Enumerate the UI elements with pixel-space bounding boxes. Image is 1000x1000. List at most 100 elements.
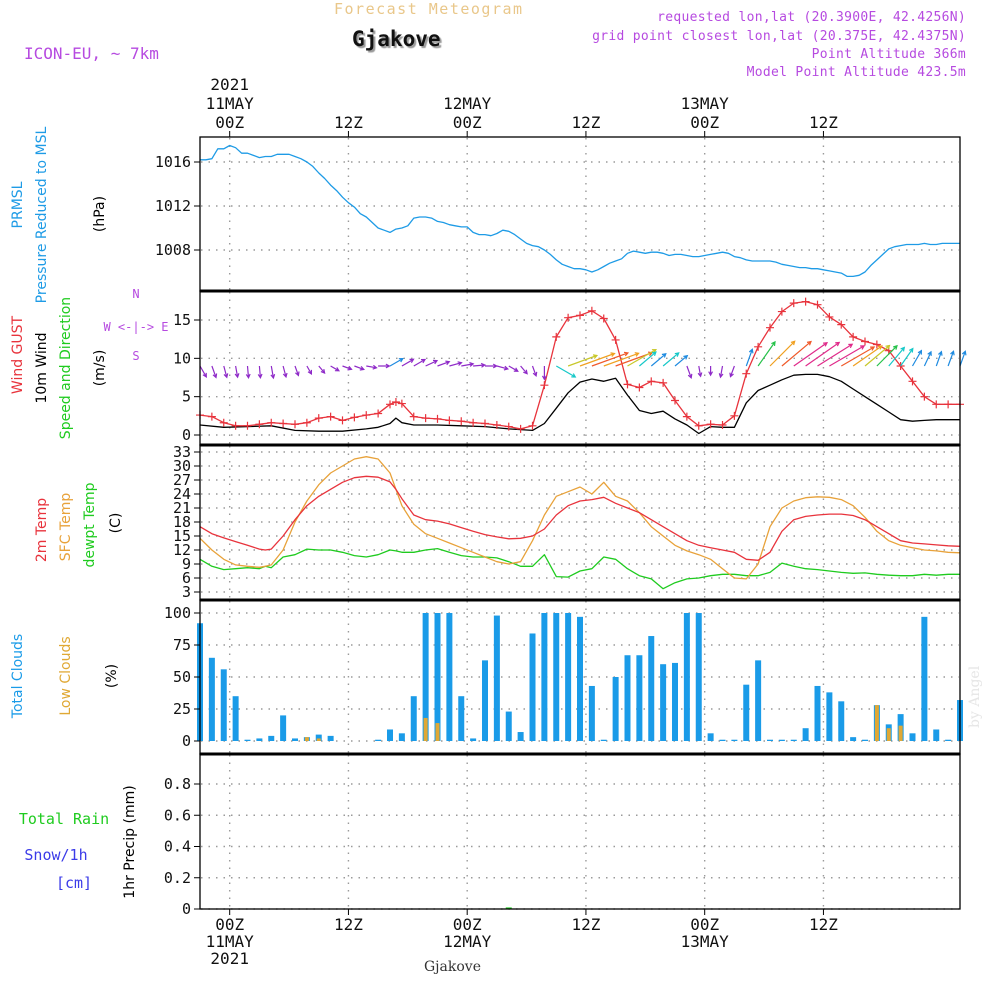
wind-arrow bbox=[330, 365, 340, 372]
wind-arrow bbox=[697, 365, 703, 378]
grid-lines bbox=[201, 138, 959, 910]
cloud-bars bbox=[197, 613, 963, 741]
gust-marker bbox=[481, 419, 489, 428]
bottom-time-label: 12MAY bbox=[443, 932, 492, 951]
gust-marker bbox=[754, 342, 763, 351]
y-tick-label: 1008 bbox=[155, 241, 191, 259]
total-clouds-bar bbox=[398, 733, 405, 741]
wind-arrow bbox=[674, 354, 689, 367]
top-time-label: 11MAY bbox=[206, 94, 255, 113]
clouds-unit: (%) bbox=[104, 664, 120, 688]
gust-marker bbox=[433, 414, 442, 423]
y-tick-label: 21 bbox=[173, 499, 191, 517]
top-time-label: 13MAY bbox=[681, 94, 730, 113]
gust-marker bbox=[944, 400, 953, 409]
total-clouds-bar bbox=[921, 616, 928, 741]
y-tick-label: 9 bbox=[182, 555, 191, 573]
total-clouds-bar bbox=[434, 613, 441, 741]
wind-arrow bbox=[911, 349, 923, 367]
y-tick-label: 24 bbox=[173, 485, 191, 503]
gust-marker bbox=[279, 419, 288, 428]
wind-10m-line bbox=[199, 373, 960, 435]
point-altitude: Point Altitude 366m bbox=[811, 47, 966, 62]
gust-marker bbox=[207, 412, 216, 421]
wind-arrow bbox=[437, 360, 451, 367]
gust-marker bbox=[932, 400, 941, 409]
gust-marker bbox=[718, 421, 727, 430]
y-tick-label: 5 bbox=[182, 388, 191, 406]
total-clouds-bar bbox=[660, 664, 667, 741]
wind-arrow bbox=[591, 351, 630, 367]
wind-arrow bbox=[662, 352, 680, 367]
total-clouds-bar bbox=[790, 739, 797, 741]
gust-marker bbox=[492, 421, 501, 430]
wind-arrow bbox=[757, 340, 776, 367]
gust-marker bbox=[777, 307, 786, 316]
wind-arrow bbox=[947, 350, 955, 367]
wind-arrow bbox=[769, 340, 796, 367]
gust-marker bbox=[576, 311, 584, 320]
wind-arrow bbox=[686, 365, 693, 379]
gust-marker bbox=[291, 420, 299, 429]
total-clouds-bar bbox=[778, 739, 785, 741]
gust-marker bbox=[789, 299, 798, 308]
gust-marker bbox=[813, 300, 822, 309]
total-clouds-label: Total Clouds bbox=[10, 634, 26, 719]
wind-arrow bbox=[888, 346, 906, 367]
bottom-time-label: 12Z bbox=[809, 915, 838, 934]
wind-arrow bbox=[935, 350, 943, 367]
gust-marker bbox=[908, 377, 917, 386]
total-clouds-bar bbox=[743, 684, 750, 741]
wind-arrow bbox=[541, 366, 547, 381]
total-clouds-bar bbox=[909, 733, 916, 741]
gust-marker bbox=[326, 412, 335, 421]
y-tick-label: 25 bbox=[173, 700, 191, 718]
total-clouds-bar bbox=[588, 685, 595, 741]
total-clouds-bar bbox=[945, 739, 952, 741]
wind-arrow bbox=[639, 351, 657, 367]
pressure-unit: (hPa) bbox=[92, 196, 108, 232]
total-clouds-bar bbox=[814, 685, 821, 741]
wind-arrow bbox=[389, 357, 404, 367]
snow-label: Snow/1h bbox=[24, 846, 87, 864]
gust-marker bbox=[730, 411, 739, 420]
wind-arrow bbox=[555, 365, 577, 378]
wind-arrow bbox=[473, 362, 487, 368]
wind-arrow bbox=[485, 363, 498, 369]
gust-marker bbox=[872, 340, 881, 349]
rain-bar bbox=[505, 907, 512, 909]
top-time-label: 2021 bbox=[210, 75, 249, 94]
top-time-label: 00Z bbox=[215, 113, 244, 132]
wind-arrow bbox=[520, 365, 528, 375]
total-clouds-bar bbox=[446, 613, 453, 741]
y-tick-label: 0.6 bbox=[164, 806, 191, 824]
wind-arrow bbox=[900, 347, 914, 367]
gust-marker bbox=[243, 421, 252, 430]
gust-marker bbox=[350, 413, 359, 422]
total-clouds-bar bbox=[470, 738, 477, 741]
total-clouds-bar bbox=[862, 739, 868, 741]
wind-arrow bbox=[923, 350, 932, 367]
model-altitude: Model Point Altitude 423.5m bbox=[746, 65, 966, 80]
top-time-label: 12Z bbox=[334, 113, 363, 132]
gust-marker bbox=[391, 398, 400, 407]
top-time-label: 12Z bbox=[571, 113, 600, 132]
bottom-time-label: 2021 bbox=[210, 949, 249, 968]
gust-marker bbox=[374, 409, 383, 418]
y-tick-label: 18 bbox=[173, 513, 191, 531]
y-tick-label: 0 bbox=[182, 426, 191, 444]
y-tick-label: 6 bbox=[182, 569, 191, 587]
wind-arrow bbox=[718, 365, 724, 379]
gust-marker bbox=[647, 377, 656, 386]
temp-unit: (C) bbox=[108, 513, 124, 534]
gust-marker bbox=[694, 421, 703, 430]
gust-marker bbox=[504, 422, 513, 431]
bottom-time-label: 13MAY bbox=[681, 932, 730, 951]
wind-arrow bbox=[793, 341, 829, 367]
wind-arrow bbox=[729, 365, 735, 378]
gust-marker bbox=[837, 320, 846, 329]
gust-marker bbox=[849, 332, 858, 341]
total-clouds-bar bbox=[292, 738, 298, 741]
total-clouds-bar bbox=[695, 613, 702, 741]
wind-arrow bbox=[245, 365, 251, 379]
